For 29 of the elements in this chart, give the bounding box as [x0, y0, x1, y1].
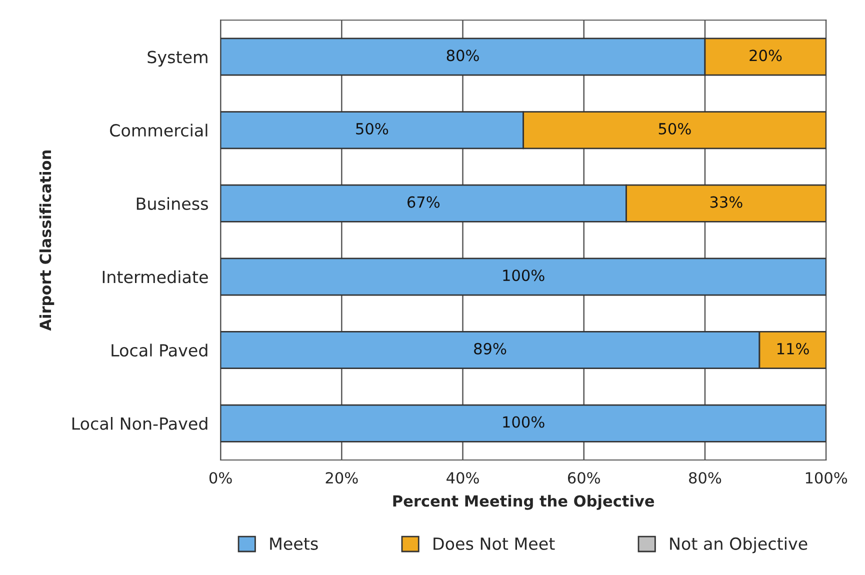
data-label: 67% — [408, 196, 440, 208]
x-tick-label: 0% — [209, 472, 232, 484]
data-label: 100% — [503, 416, 544, 428]
y-tick-label: Local Non-Paved — [72, 417, 208, 430]
x-tick-label: 80% — [689, 472, 722, 484]
data-label: 50% — [658, 122, 691, 135]
bar — [220, 404, 826, 442]
y-tick-label: Intermediate — [102, 270, 208, 284]
data-label: 100% — [503, 270, 544, 282]
legend-label: Not an Objective — [670, 537, 808, 554]
x-tick-label: 40% — [446, 472, 479, 484]
x-axis-title: Percent Meeting the Objective — [393, 494, 654, 510]
y-axis-title: Airport Classification — [39, 150, 54, 331]
data-label: 11% — [777, 342, 809, 354]
y-tick-label: Commercial — [110, 124, 208, 137]
data-label: 50% — [356, 122, 388, 135]
y-tick-label: Business — [136, 197, 208, 210]
legend-label: Does Not Meet — [434, 538, 555, 550]
data-label: 20% — [750, 50, 782, 62]
data-label: 80% — [446, 50, 479, 62]
x-tick-label: 60% — [568, 472, 600, 484]
legend-label: Meets — [270, 538, 318, 550]
bar — [220, 258, 826, 296]
x-tick-label: 100% — [806, 472, 848, 484]
data-label: 89% — [474, 342, 506, 354]
data-label: 33% — [710, 196, 742, 208]
y-tick-label: System — [148, 50, 208, 67]
y-tick-label: Local Paved — [112, 344, 208, 357]
x-tick-label: 20% — [326, 472, 358, 484]
